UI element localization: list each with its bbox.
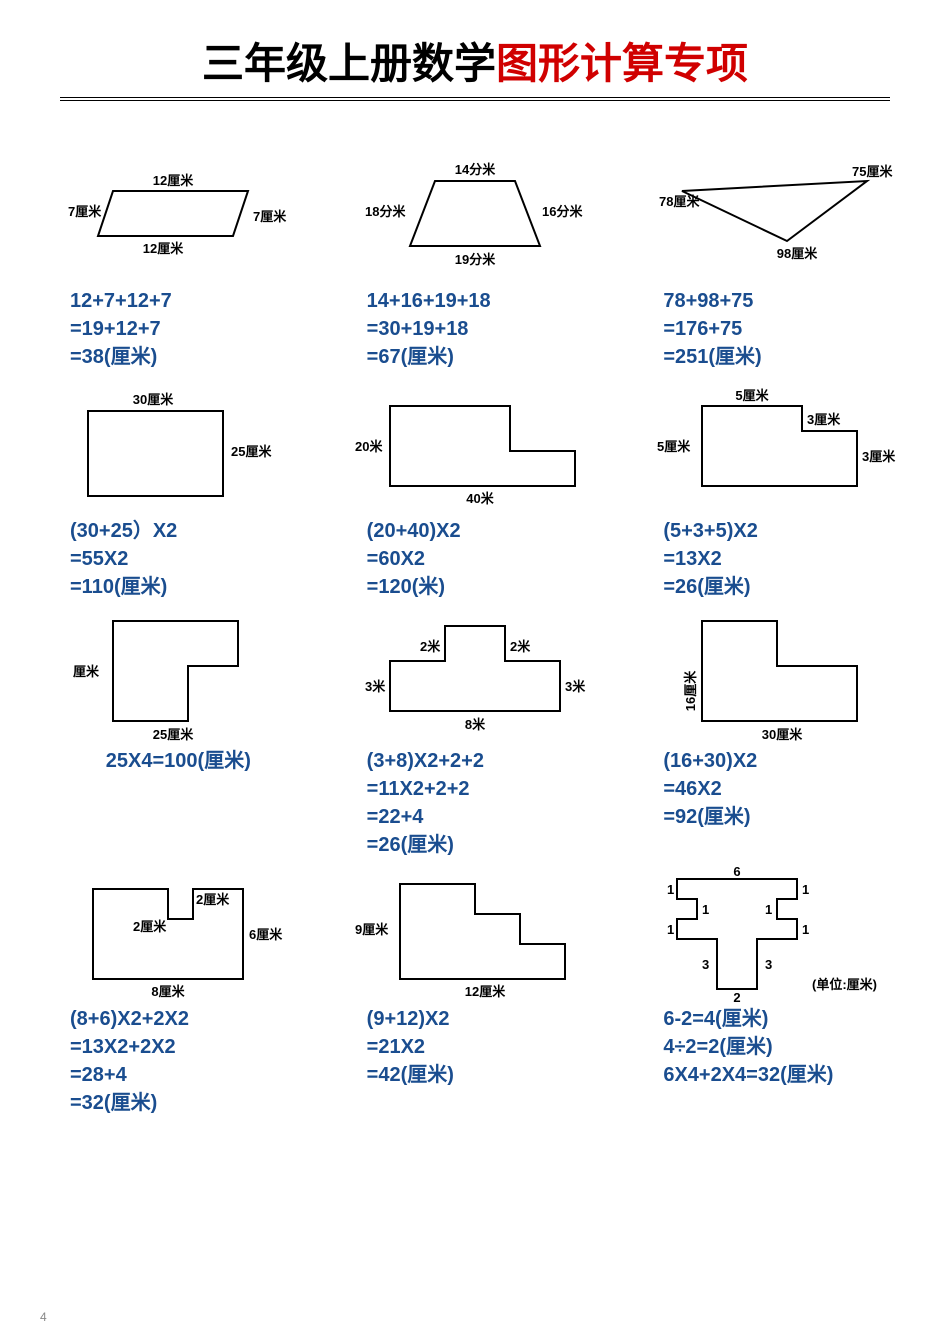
figure-parallelogram: 12厘米 7厘米 12厘米 7厘米 <box>40 151 317 281</box>
figure-cross-shape: 6 1 1 1 1 1 1 3 3 2 (单位:厘米) <box>633 869 910 999</box>
problem-4: 30厘米 25厘米 (30+25）X2 =55X2 =110(厘米) <box>40 381 317 601</box>
svg-text:1: 1 <box>802 922 809 937</box>
svg-text:30厘米: 30厘米 <box>133 392 174 407</box>
problem-11: 9厘米 12厘米 (9+12)X2 =21X2 =42(厘米) <box>337 869 614 1117</box>
calc-12: 6-2=4(厘米) 4÷2=2(厘米) 6X4+2X4=32(厘米) <box>633 1005 833 1089</box>
svg-text:30厘米: 30厘米 <box>761 727 802 742</box>
calc-3: 78+98+75 =176+75 =251(厘米) <box>633 287 761 371</box>
svg-text:厘米: 厘米 <box>73 664 100 679</box>
svg-text:3: 3 <box>765 957 772 972</box>
svg-text:1: 1 <box>802 882 809 897</box>
svg-text:6厘米: 6厘米 <box>249 927 283 942</box>
calc-11: (9+12)X2 =21X2 =42(厘米) <box>337 1005 454 1089</box>
problem-12: 6 1 1 1 1 1 1 3 3 2 (单位:厘米) 6-2=4(厘米) 4÷… <box>633 869 910 1117</box>
figure-lshape-3: 16厘米 30厘米 <box>633 611 910 741</box>
svg-text:16分米: 16分米 <box>542 204 583 219</box>
svg-text:25厘米: 25厘米 <box>153 727 194 742</box>
svg-text:3米: 3米 <box>565 679 586 694</box>
page-number: 4 <box>40 1310 47 1324</box>
title-part-red: 图形计算专项 <box>496 40 748 87</box>
svg-text:18分米: 18分米 <box>365 204 406 219</box>
svg-text:2厘米: 2厘米 <box>196 892 230 907</box>
svg-text:2米: 2米 <box>420 639 441 654</box>
svg-text:25厘米: 25厘米 <box>231 444 272 459</box>
svg-text:40米: 40米 <box>466 491 494 506</box>
problem-2: 14分米 16分米 19分米 18分米 14+16+19+18 =30+19+1… <box>337 151 614 371</box>
calc-4: (30+25）X2 =55X2 =110(厘米) <box>40 517 177 601</box>
svg-text:98厘米: 98厘米 <box>776 246 817 261</box>
figure-trapezoid: 14分米 16分米 19分米 18分米 <box>337 151 614 281</box>
svg-text:2厘米: 2厘米 <box>133 919 167 934</box>
calc-8: (3+8)X2+2+2 =11X2+2+2 =22+4 =26(厘米) <box>337 747 484 859</box>
svg-text:(单位:厘米): (单位:厘米) <box>812 977 877 992</box>
svg-text:6: 6 <box>733 864 740 879</box>
svg-text:1: 1 <box>765 902 772 917</box>
calc-6: (5+3+5)X2 =13X2 =26(厘米) <box>633 517 758 601</box>
figure-notch-rect: 2厘米 2厘米 6厘米 8厘米 <box>40 869 317 999</box>
svg-text:9厘米: 9厘米 <box>355 922 389 937</box>
svg-text:16厘米: 16厘米 <box>683 670 698 711</box>
figure-lshape-2: 厘米 25厘米 <box>40 611 317 741</box>
figure-stair-shape: 9厘米 12厘米 <box>337 869 614 999</box>
problem-7: 厘米 25厘米 25X4=100(厘米) <box>40 611 317 859</box>
page-title: 三年级上册数学图形计算专项 <box>60 30 890 101</box>
calc-2: 14+16+19+18 =30+19+18 =67(厘米) <box>337 287 491 371</box>
figure-tshape: 2米 2米 3米 3米 8米 <box>337 611 614 741</box>
problem-9: 16厘米 30厘米 (16+30)X2 =46X2 =92(厘米) <box>633 611 910 859</box>
problem-8: 2米 2米 3米 3米 8米 (3+8)X2+2+2 =11X2+2+2 =22… <box>337 611 614 859</box>
problem-6: 5厘米 3厘米 5厘米 3厘米 (5+3+5)X2 =13X2 =26(厘米) <box>633 381 910 601</box>
problem-1: 12厘米 7厘米 12厘米 7厘米 12+7+12+7 =19+12+7 =38… <box>40 151 317 371</box>
figure-lshape-1: 20米 40米 <box>337 381 614 511</box>
svg-text:3厘米: 3厘米 <box>807 412 841 427</box>
svg-text:5厘米: 5厘米 <box>657 439 691 454</box>
calc-5: (20+40)X2 =60X2 =120(米) <box>337 517 461 601</box>
svg-text:12厘米: 12厘米 <box>143 241 184 256</box>
calc-7: 25X4=100(厘米) <box>106 747 251 775</box>
svg-text:75厘米: 75厘米 <box>852 164 893 179</box>
svg-text:1: 1 <box>667 922 674 937</box>
figure-step-shape: 5厘米 3厘米 5厘米 3厘米 <box>633 381 910 511</box>
svg-text:78厘米: 78厘米 <box>659 194 700 209</box>
svg-text:12厘米: 12厘米 <box>153 173 194 188</box>
svg-text:8米: 8米 <box>465 717 486 732</box>
svg-text:7厘米: 7厘米 <box>68 204 102 219</box>
title-part-black: 三年级上册数学 <box>202 40 496 87</box>
svg-text:8厘米: 8厘米 <box>152 984 186 999</box>
svg-text:3米: 3米 <box>365 679 386 694</box>
problem-3: 78厘米 75厘米 98厘米 78+98+75 =176+75 =251(厘米) <box>633 151 910 371</box>
svg-text:20米: 20米 <box>355 439 383 454</box>
svg-text:14分米: 14分米 <box>455 162 496 177</box>
svg-text:2米: 2米 <box>510 639 531 654</box>
svg-text:1: 1 <box>667 882 674 897</box>
svg-text:5厘米: 5厘米 <box>735 388 769 403</box>
problem-5: 20米 40米 (20+40)X2 =60X2 =120(米) <box>337 381 614 601</box>
svg-text:2: 2 <box>733 990 740 1004</box>
svg-text:12厘米: 12厘米 <box>465 984 506 999</box>
svg-text:7厘米: 7厘米 <box>253 209 287 224</box>
figure-triangle: 78厘米 75厘米 98厘米 <box>633 151 910 281</box>
svg-text:3厘米: 3厘米 <box>862 449 896 464</box>
problem-10: 2厘米 2厘米 6厘米 8厘米 (8+6)X2+2X2 =13X2+2X2 =2… <box>40 869 317 1117</box>
svg-text:3: 3 <box>702 957 709 972</box>
calc-9: (16+30)X2 =46X2 =92(厘米) <box>633 747 757 831</box>
problems-grid: 12厘米 7厘米 12厘米 7厘米 12+7+12+7 =19+12+7 =38… <box>40 151 910 1117</box>
svg-text:1: 1 <box>702 902 709 917</box>
figure-rectangle: 30厘米 25厘米 <box>40 381 317 511</box>
calc-10: (8+6)X2+2X2 =13X2+2X2 =28+4 =32(厘米) <box>40 1005 189 1117</box>
svg-text:19分米: 19分米 <box>455 252 496 267</box>
calc-1: 12+7+12+7 =19+12+7 =38(厘米) <box>40 287 172 371</box>
